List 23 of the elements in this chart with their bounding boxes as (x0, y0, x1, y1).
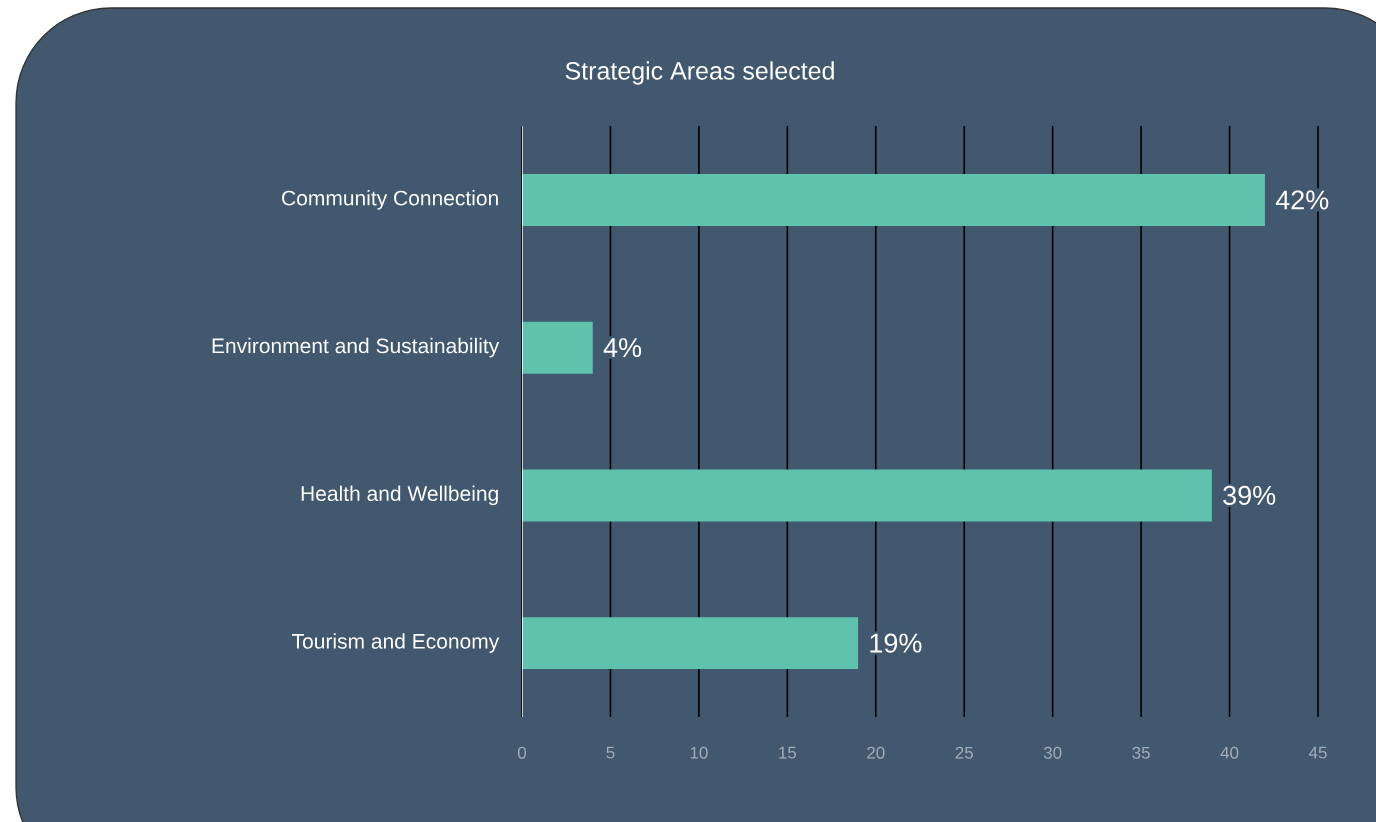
bar (522, 617, 859, 670)
x-tick-label: 15 (779, 746, 797, 759)
x-tick-label: 5 (606, 746, 615, 759)
x-tick-label: 35 (1132, 746, 1150, 759)
data-label: 42% (1275, 190, 1329, 210)
x-tick-label: 20 (867, 746, 885, 759)
y-tick-label: Environment and Sustainability (212, 337, 500, 358)
x-tick-label: 0 (517, 746, 527, 759)
x-tick-label: 25 (955, 746, 973, 759)
data-label: 19% (870, 633, 922, 653)
data-label: 39% (1223, 485, 1276, 505)
x-tick-label: 40 (1220, 746, 1239, 759)
chart-title: Strategic Areas selected (565, 61, 834, 85)
x-tick-label: 30 (1043, 746, 1062, 759)
x-tick-label: 10 (690, 746, 708, 759)
y-tick-label: Health and Wellbeing (301, 485, 498, 506)
y-tick-label: Tourism and Economy (292, 633, 500, 653)
data-label: 4% (603, 338, 642, 358)
bar (522, 173, 1265, 226)
x-tick-label: 45 (1308, 746, 1327, 759)
bar (522, 469, 1212, 522)
bar (522, 321, 593, 374)
y-tick-label: Community Connection (282, 190, 498, 210)
